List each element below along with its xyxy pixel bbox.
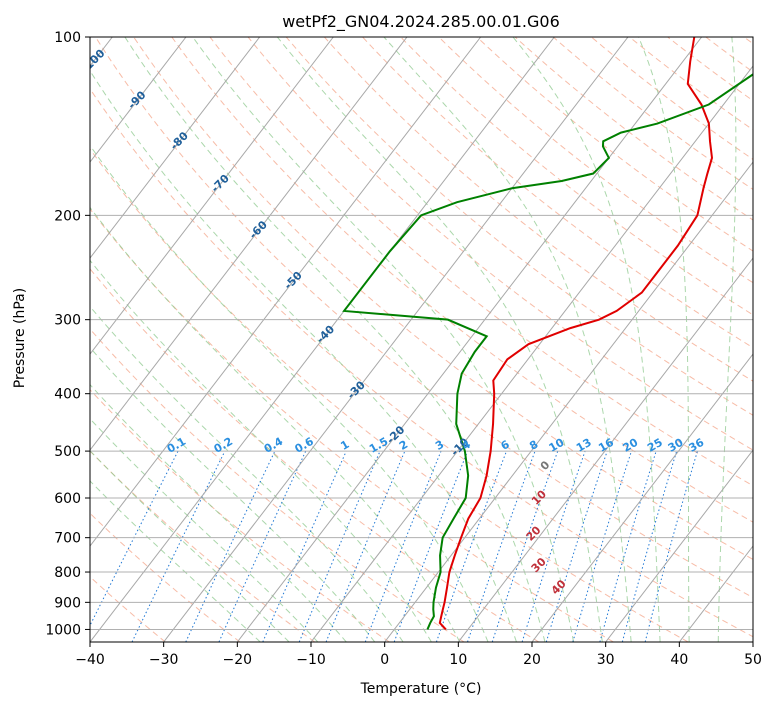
isotherm-line — [90, 37, 187, 163]
dry-adiabat-line — [591, 37, 753, 160]
dry-adiabat-line — [133, 37, 753, 560]
isotherm-line — [90, 37, 555, 642]
moist-adiabat-line — [383, 37, 632, 642]
x-tick-label: −40 — [75, 652, 105, 668]
isotherm-line — [90, 37, 482, 547]
dry-adiabat-line — [247, 37, 753, 451]
x-tick-label: 10 — [449, 652, 467, 668]
mixing-ratio-line — [621, 450, 678, 642]
moist-adiabat-line — [192, 37, 575, 642]
x-tick-label: −20 — [223, 652, 253, 668]
moist-adiabat-line — [90, 346, 376, 642]
moist-adiabat-line — [512, 37, 661, 642]
x-tick-label: 30 — [597, 652, 615, 668]
x-tick-label: 20 — [523, 652, 541, 668]
mixing-ratio-line — [491, 450, 559, 642]
y-tick-label: 100 — [54, 30, 81, 46]
y-tick-label: 800 — [54, 565, 81, 581]
isotherm-line — [457, 257, 753, 642]
plot-area: -100-90-80-70-60-50-40-30-20-10010203040… — [90, 37, 753, 642]
isotherm-line — [163, 37, 629, 642]
dry-adiabat-line — [552, 37, 753, 191]
dry-adiabat-line — [285, 37, 753, 416]
moist-adiabat-line — [90, 480, 261, 642]
isotherm-line — [752, 641, 753, 642]
moist-adiabat-line — [90, 449, 290, 642]
isotherm-line — [90, 37, 334, 355]
y-tick-label: 600 — [54, 491, 81, 507]
mixing-ratio-line — [467, 450, 536, 642]
moist-adiabat-line — [717, 37, 737, 642]
y-tick-label: 900 — [54, 595, 81, 611]
dry-adiabat-line — [95, 37, 753, 599]
isotherm-line — [384, 161, 753, 642]
isotherm-line — [90, 37, 408, 451]
moist-adiabat-line — [124, 37, 546, 642]
dry-adiabat-line — [323, 37, 753, 382]
moist-adiabat-line — [276, 37, 603, 642]
chart-title: wetPf2_GN04.2024.285.00.01.G06 — [282, 12, 560, 32]
temperature-profile — [438, 37, 714, 631]
x-tick-label: 40 — [670, 652, 688, 668]
x-tick-label: 0 — [380, 652, 389, 668]
x-tick-label: −10 — [296, 652, 326, 668]
moist-adiabat-line — [90, 418, 319, 642]
y-tick-label: 700 — [54, 531, 81, 547]
plot-frame — [89, 36, 754, 643]
mixing-ratio-line — [644, 450, 698, 642]
x-axis-label: Temperature (°C) — [360, 681, 482, 697]
dry-adiabat-line — [514, 37, 753, 221]
y-tick-label: 500 — [54, 444, 81, 460]
isotherm-line — [236, 37, 703, 642]
mixing-ratio-line — [131, 450, 226, 642]
y-tick-label: 200 — [54, 208, 81, 224]
moist-adiabat-line — [90, 69, 517, 642]
y-tick-label: 1000 — [45, 622, 81, 638]
mixing-ratio-line — [572, 450, 632, 642]
mixing-ratio-line — [435, 450, 507, 642]
mixing-ratio-line — [185, 450, 276, 642]
mixing-ratio-line — [521, 450, 586, 642]
isotherm-line — [90, 37, 261, 259]
dry-adiabat-line — [90, 268, 540, 642]
isotherm-line — [605, 449, 753, 642]
y-axis-label: Pressure (hPa) — [12, 288, 28, 388]
plot-background — [90, 37, 753, 642]
x-tick-label: 50 — [744, 652, 762, 668]
moist-adiabat-line — [90, 144, 489, 642]
mixing-ratio-line — [599, 450, 657, 642]
x-tick-label: −30 — [149, 652, 179, 668]
dry-adiabat-line — [90, 328, 465, 642]
dry-adiabat-line — [209, 37, 753, 487]
dry-adiabat-line — [90, 450, 315, 642]
dewpoint-profile — [342, 73, 753, 630]
y-tick-label: 400 — [54, 387, 81, 403]
moist-adiabat-line — [638, 37, 690, 642]
mixing-ratio-line — [218, 450, 307, 642]
y-tick-label: 300 — [54, 313, 81, 329]
mixing-ratio-line — [298, 450, 381, 642]
isotherm-line — [531, 353, 753, 642]
dry-adiabat-line — [362, 37, 753, 349]
moist-adiabat-line — [90, 305, 404, 642]
axis-ticks: −40 −30 −20 −10 0 10 20 30 40 50 1000 900 800 700 600 5… — [45, 30, 762, 668]
